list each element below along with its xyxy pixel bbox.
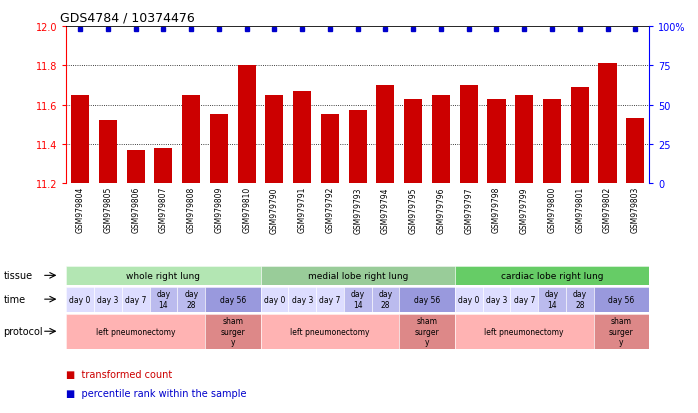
Text: day 7: day 7 (125, 295, 147, 304)
Bar (571, 88, 589, 184)
Text: day
28: day 28 (378, 290, 392, 309)
Text: sham
surger
y: sham surger y (609, 317, 634, 346)
Bar (598, 64, 616, 184)
Text: day 7: day 7 (319, 295, 341, 304)
Text: day 3: day 3 (486, 295, 507, 304)
Text: day
14: day 14 (545, 290, 559, 309)
Text: medial lobe right lung: medial lobe right lung (308, 271, 408, 280)
Text: left pneumonectomy: left pneumonectomy (484, 327, 564, 336)
Text: day 0: day 0 (458, 295, 480, 304)
Bar (126, 150, 144, 184)
Text: left pneumonectomy: left pneumonectomy (290, 327, 370, 336)
Bar (376, 86, 394, 184)
Text: ■  percentile rank within the sample: ■ percentile rank within the sample (66, 388, 247, 398)
Bar (265, 95, 283, 184)
Bar (349, 111, 366, 184)
Bar (404, 100, 422, 184)
Text: day
28: day 28 (184, 290, 198, 309)
Text: day 0: day 0 (264, 295, 285, 304)
Text: day 56: day 56 (414, 295, 440, 304)
Text: whole right lung: whole right lung (126, 271, 200, 280)
Text: day
14: day 14 (350, 290, 365, 309)
Text: time: time (3, 294, 26, 304)
Bar (182, 95, 200, 184)
Bar (626, 119, 644, 184)
Text: ■  transformed count: ■ transformed count (66, 369, 172, 379)
Text: day 3: day 3 (292, 295, 313, 304)
Bar (99, 121, 117, 184)
Bar (238, 66, 255, 184)
Text: day 7: day 7 (514, 295, 535, 304)
Bar (543, 100, 561, 184)
Bar (293, 92, 311, 184)
Text: GDS4784 / 10374476: GDS4784 / 10374476 (61, 11, 195, 24)
Bar (460, 86, 477, 184)
Text: protocol: protocol (3, 326, 43, 337)
Text: day 56: day 56 (220, 295, 246, 304)
Text: day
14: day 14 (156, 290, 170, 309)
Bar (321, 115, 339, 184)
Bar (432, 95, 450, 184)
Text: cardiac lobe right lung: cardiac lobe right lung (500, 271, 603, 280)
Bar (210, 115, 228, 184)
Text: sham
surger
y: sham surger y (221, 317, 245, 346)
Bar (487, 100, 505, 184)
Text: left pneumonectomy: left pneumonectomy (96, 327, 175, 336)
Bar (154, 148, 172, 184)
Text: day 3: day 3 (97, 295, 119, 304)
Bar (515, 95, 533, 184)
Text: day 0: day 0 (70, 295, 91, 304)
Text: sham
surger
y: sham surger y (415, 317, 440, 346)
Bar (71, 95, 89, 184)
Text: day
28: day 28 (572, 290, 587, 309)
Text: tissue: tissue (3, 271, 33, 281)
Text: day 56: day 56 (608, 295, 634, 304)
